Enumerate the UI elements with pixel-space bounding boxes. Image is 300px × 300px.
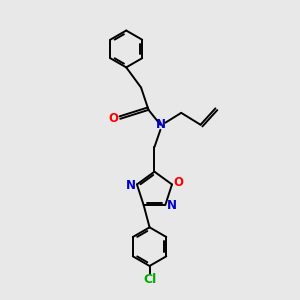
Text: N: N <box>125 178 135 191</box>
Text: Cl: Cl <box>143 273 156 286</box>
Text: O: O <box>173 176 184 189</box>
Text: N: N <box>167 199 177 212</box>
Text: O: O <box>109 112 119 125</box>
Text: N: N <box>155 118 165 131</box>
